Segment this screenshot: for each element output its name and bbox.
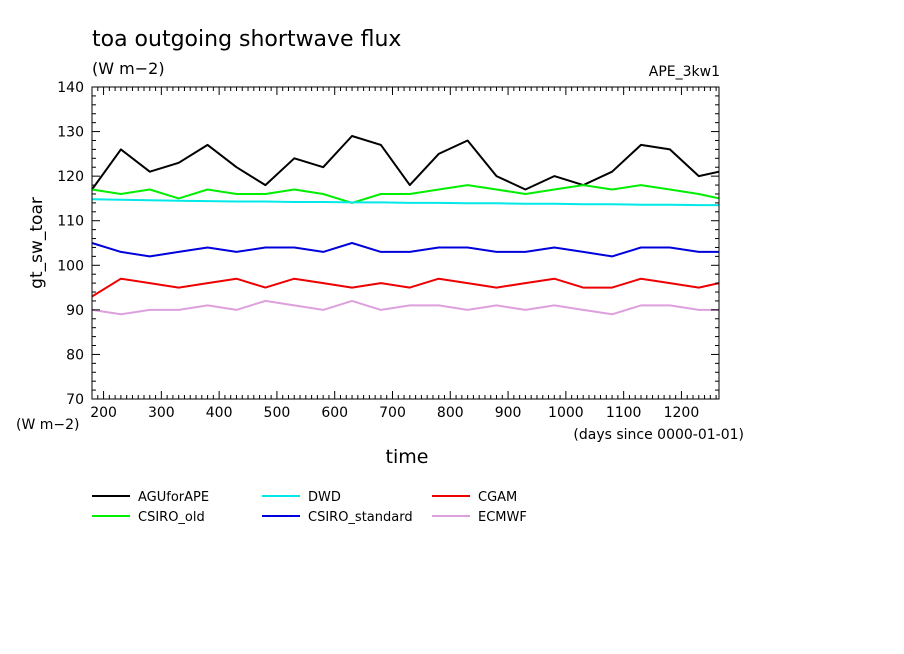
y-axis-unit: (W m−2) (16, 417, 80, 433)
x-tick-label: 1100 (606, 405, 642, 421)
x-tick-label: 1200 (664, 405, 700, 421)
series-line-5 (91, 277, 720, 298)
y-tick-label: 100 (57, 258, 84, 274)
y-tick-label: 90 (66, 303, 84, 319)
y-tick-label: 70 (66, 392, 84, 408)
x-tick-label: 200 (90, 405, 117, 421)
y-tick-label: 80 (66, 347, 84, 363)
legend: AGUforAPE CSIRO_old DWD CSIRO_standard CGAM E… (92, 490, 527, 525)
series-line-4 (91, 242, 719, 258)
series-layer (91, 135, 720, 316)
chart-title: toa outgoing shortwave flux (92, 27, 401, 52)
chart-subtitle: (W m−2) (92, 59, 165, 78)
series-line-3 (91, 198, 719, 207)
x-axis-unit: (days since 0000-01-01) (573, 427, 744, 443)
run-tag: APE_3kw1 (649, 64, 720, 80)
legend-label: AGUforAPE (138, 490, 209, 505)
y-tick-label: 130 (57, 125, 84, 141)
series-line-2 (91, 184, 720, 204)
x-tick-label: 700 (379, 405, 406, 421)
x-tick-label: 500 (264, 405, 291, 421)
series-line-6 (91, 299, 719, 316)
x-tick-label: 300 (148, 405, 175, 421)
x-tick-label: 400 (206, 405, 233, 421)
series-line-1 (91, 135, 720, 191)
ticks-layer: 200 300 400 500 600 700 800 900 1000 1100 1200 70 80… (57, 80, 719, 421)
y-tick-label: 120 (57, 169, 84, 185)
legend-label: CSIRO_old (138, 510, 205, 525)
legend-label: CSIRO_standard (308, 510, 413, 525)
y-tick-label: 110 (57, 214, 84, 230)
x-tick-label: 900 (495, 405, 522, 421)
legend-label: CGAM (478, 490, 517, 505)
x-axis-label: time (386, 446, 429, 468)
y-axis-label: gt_sw_toar (27, 197, 47, 289)
x-tick-label: 800 (437, 405, 464, 421)
plot-frame (91, 86, 720, 400)
x-tick-label: 1000 (548, 405, 584, 421)
y-tick-label: 140 (57, 80, 84, 96)
legend-label: ECMWF (478, 510, 527, 525)
legend-label: DWD (308, 490, 341, 505)
x-tick-label: 600 (321, 405, 348, 421)
